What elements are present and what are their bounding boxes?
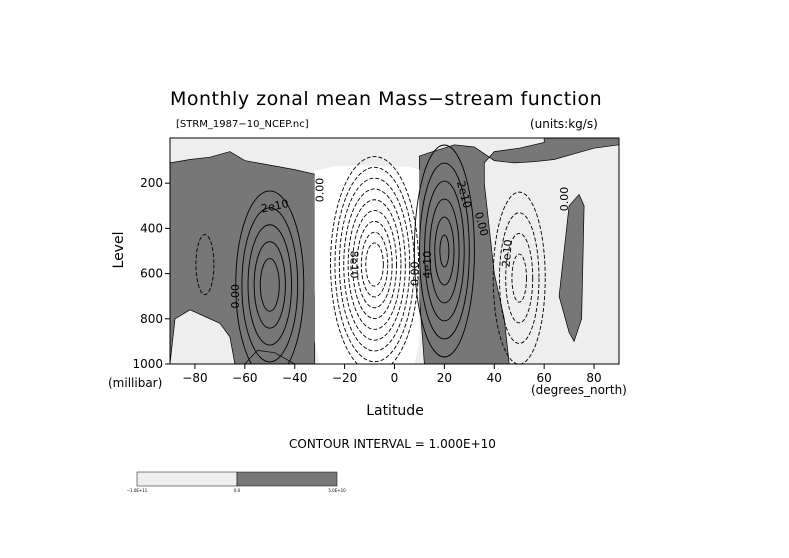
contour-label-text: 0.00 [314, 178, 327, 203]
colorbar-dark-segment [236, 471, 338, 487]
file-name-label: [STRM_1987−10_NCEP.nc] [176, 119, 309, 130]
contour-north-positive-5 [439, 234, 450, 268]
contour-south-positive-4 [259, 258, 280, 312]
contour-label-text: 0.00 [558, 187, 571, 212]
axes: −80 −60 −40 −20 0 20 40 60 80 200 400 600 800 1000 [132, 176, 601, 385]
contour-south-polar-negative-0 [195, 234, 215, 296]
x-tick-label: −40 [282, 371, 307, 385]
contour-label-2: 0.00 [229, 284, 242, 309]
y-tick-label: 400 [140, 221, 163, 235]
contour-central-negative-4 [347, 199, 402, 330]
contour-central-negative-0 [330, 156, 419, 364]
y-axis-title: Level [111, 232, 127, 269]
x-tick-label: 20 [437, 371, 452, 385]
contour-label-3: 8e10 [348, 251, 361, 279]
contour-label-text: 2e10 [260, 197, 290, 215]
contour-north-positive-3 [429, 198, 460, 304]
contour-central-negative-7 [360, 231, 389, 298]
contour-central-negative-3 [343, 188, 406, 341]
contour-central-negative-6 [356, 220, 393, 309]
contour-label-text: 2e10 [500, 239, 515, 268]
contour-north-negative-1 [499, 212, 540, 344]
contour-north-positive-1 [419, 162, 470, 340]
contour-central-negative-1 [334, 166, 415, 363]
positive-region-2 [558, 193, 585, 343]
x-tick-label: −80 [182, 371, 207, 385]
contour-north-negative-0 [492, 191, 546, 364]
contour-label-text: 4e10 [421, 251, 434, 279]
contour-label-text: 0.00 [472, 210, 491, 237]
y-tick-label: 800 [140, 312, 163, 326]
contour-label-5: 4e10 [421, 251, 434, 279]
y-tick-label: 600 [140, 267, 163, 281]
contour-label-8: 2e10 [500, 239, 515, 268]
x-tick-label: 80 [586, 371, 601, 385]
contour-label-text: 8e10 [348, 251, 361, 279]
x-tick-label: −20 [332, 371, 357, 385]
contour-south-positive-2 [247, 224, 292, 346]
contour-label-9: 0.00 [558, 187, 571, 212]
contour-central-negative-2 [338, 177, 411, 352]
contour-label-1: 0.00 [314, 178, 327, 203]
contour-interval-label: CONTOUR INTERVAL = 1.000E+10 [289, 437, 496, 451]
units-label: (units:kg/s) [530, 117, 598, 131]
x-tick-label: −60 [232, 371, 257, 385]
contour-lines [195, 144, 546, 364]
colorbar: −1.0E+11 0.0 5.0E+10 [127, 471, 346, 493]
contour-central-negative-8 [365, 242, 384, 287]
y-unit-label: (millibar) [108, 376, 162, 390]
contour-south-positive-3 [253, 241, 286, 329]
contour-south-positive-0 [235, 190, 305, 364]
contour-north-positive-0 [413, 144, 475, 358]
positive-region-1 [419, 138, 619, 364]
y-tick-label: 1000 [132, 357, 163, 371]
colorbar-label-max: 5.0E+10 [328, 488, 346, 493]
x-tick-label: 0 [391, 371, 399, 385]
chart-title: Monthly zonal mean Mass−stream function [170, 88, 603, 110]
x-tick-label: 40 [487, 371, 502, 385]
contour-north-negative-2 [505, 232, 534, 324]
contour-central-negative-5 [352, 210, 397, 320]
contour-label-0: 2e10 [260, 197, 290, 215]
contour-north-positive-2 [424, 180, 465, 322]
x-axis-title: Latitude [366, 403, 424, 419]
contour-label-text: 0.00 [229, 284, 242, 309]
contour-label-text: 0.00 [408, 261, 421, 286]
colorbar-label-min: −1.0E+11 [127, 488, 148, 493]
contour-south-positive-1 [241, 207, 299, 363]
x-unit-label: (degrees_north) [531, 383, 627, 397]
colorbar-label-mid: 0.0 [234, 488, 241, 493]
contour-label-7: 0.00 [472, 210, 491, 237]
contour-north-negative-3 [511, 253, 527, 303]
contour-north-positive-4 [434, 216, 455, 286]
x-tick-label: 60 [537, 371, 552, 385]
colorbar-light-segment [136, 471, 238, 487]
y-tick-label: 200 [140, 176, 163, 190]
contour-label-4: 0.00 [408, 261, 421, 286]
